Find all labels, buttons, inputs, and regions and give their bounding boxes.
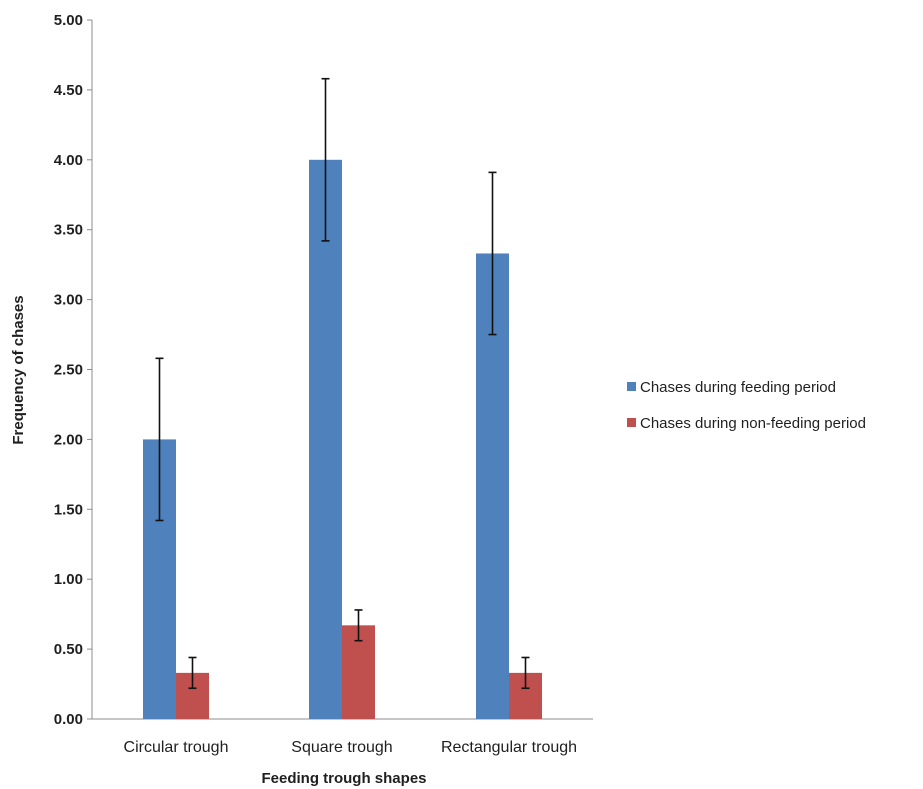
legend-label-feeding: Chases during feeding period [640,379,836,396]
y-tick-label: 4.50 [54,82,83,99]
error-bar [354,609,363,642]
y-ticks: 0.00 0.50 1.00 1.50 2.00 2.50 3.00 3.50 4.00 4.50… [54,12,92,728]
x-tick-label: Rectangular trough [441,739,577,756]
y-tick-label: 2.00 [54,431,83,448]
bar-feeding-1 [309,159,342,720]
y-tick-label: 0.50 [54,641,83,658]
error-bars [155,77,530,690]
error-bar [521,656,530,690]
error-bar [321,77,330,242]
legend-swatch-non-feeding [627,418,636,427]
error-bar [188,656,197,690]
y-tick-label: 0.00 [54,711,83,728]
legend-swatch-feeding [627,382,636,391]
y-tick-label: 5.00 [54,12,83,29]
y-tick-label: 4.00 [54,152,83,169]
x-tick-label: Circular trough [124,739,229,756]
y-tick-label: 2.50 [54,362,83,379]
x-tick-label: Square trough [291,739,392,756]
y-tick-label: 3.50 [54,222,83,239]
bars [143,159,542,720]
error-bar [155,357,164,522]
legend-label-non-feeding: Chases during non-feeding period [640,415,866,432]
y-tick-label: 1.00 [54,571,83,588]
y-tick-label: 1.50 [54,501,83,518]
y-tick-label: 3.00 [54,292,83,309]
x-tick-labels: Circular trough Square trough Rectangular … [124,739,578,756]
y-axis-title: Frequency of chases [10,295,27,444]
error-bar [488,171,497,336]
legend: Chases during feeding period Chases duri… [627,379,866,432]
x-axis-title: Feeding trough shapes [261,770,426,787]
